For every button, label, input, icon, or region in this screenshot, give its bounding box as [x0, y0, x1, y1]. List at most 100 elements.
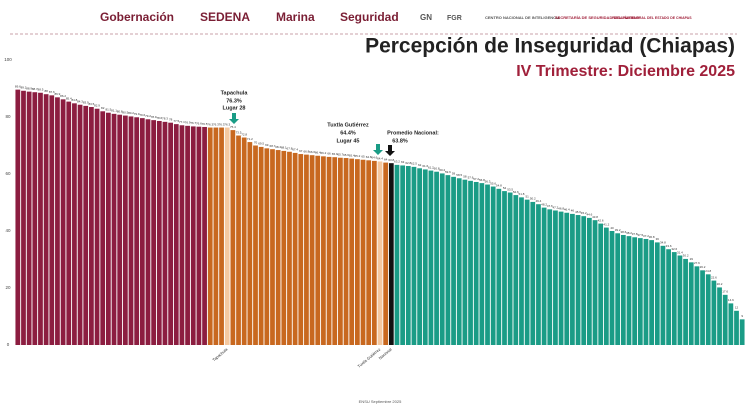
value-label: 20.2 — [717, 282, 723, 286]
bar — [739, 319, 745, 345]
bar — [156, 120, 162, 346]
value-label: 67 — [299, 149, 303, 153]
bar — [643, 238, 649, 345]
value-label: 65.6 — [343, 153, 349, 157]
value-label: 38.2 — [626, 231, 632, 235]
value-label: 78.3 — [162, 117, 168, 121]
value-label: 88.7 — [32, 87, 38, 91]
value-label: 59.6 — [445, 170, 451, 174]
logo: FISCALÍA GENERAL DEL ESTADO DE CHIAPAS — [612, 15, 692, 20]
bar — [434, 171, 439, 345]
bar — [77, 104, 83, 346]
source: ENSU Septiembre 2025 — [359, 399, 402, 404]
value-label: 54 — [503, 186, 507, 190]
bar — [603, 227, 609, 345]
value-label: 12 — [735, 306, 739, 310]
bar — [468, 180, 473, 345]
value-label: 76.3 — [213, 122, 219, 126]
value-label: 76.6 — [196, 121, 202, 125]
header: Gobernación SEDENA Marina Seguridad GN F… — [10, 10, 737, 35]
bar — [26, 91, 32, 345]
bar — [547, 209, 553, 345]
bar — [343, 158, 349, 345]
value-label: 78.9 — [151, 115, 157, 119]
bar — [524, 199, 530, 345]
bar — [162, 121, 168, 345]
value-label: 76.9 — [185, 121, 191, 125]
value-label: 31.4 — [677, 250, 683, 254]
value-label: 37.5 — [637, 233, 643, 237]
value-label: 88.5 — [38, 88, 44, 92]
annotation-text: Lugar 45 — [337, 138, 360, 144]
bar — [128, 116, 134, 346]
value-label: 33.6 — [666, 244, 672, 248]
bar — [479, 183, 485, 345]
value-label: 57.6 — [468, 176, 474, 180]
bar — [173, 124, 179, 345]
value-label: 80.2 — [128, 111, 134, 115]
bar — [649, 240, 655, 345]
bar — [366, 160, 372, 345]
chart-title: Percepción de Inseguridad (Chiapas) — [365, 35, 735, 58]
value-label: 41.2 — [603, 222, 609, 226]
value-label: 65.2 — [354, 154, 360, 158]
bar — [253, 145, 258, 345]
bar — [694, 266, 700, 345]
bar — [609, 231, 615, 345]
bar — [388, 163, 394, 345]
value-label: 71.2 — [247, 137, 253, 141]
value-label: 32.6 — [671, 247, 677, 251]
bar — [700, 270, 705, 345]
value-label: 84.8 — [71, 98, 77, 102]
value-label: 34.8 — [660, 241, 666, 245]
annotation-text: Promedio Nacional: — [387, 130, 439, 136]
bar — [247, 142, 253, 345]
bar — [513, 195, 519, 345]
bar — [451, 176, 456, 345]
bar — [43, 94, 49, 345]
bar — [275, 150, 281, 345]
value-label: 54.8 — [496, 184, 502, 188]
value-label: 69 — [265, 143, 269, 147]
annotation-text: Lugar 28 — [223, 105, 246, 111]
value-label: 40 — [610, 226, 614, 230]
value-label: 83.9 — [83, 101, 89, 105]
annotation-text: 64.4% — [340, 130, 356, 136]
bar — [688, 262, 694, 345]
value-label: 64 — [384, 157, 388, 161]
bar — [139, 118, 145, 345]
bar — [711, 280, 717, 345]
value-label: 68.4 — [275, 145, 281, 149]
bar — [287, 151, 292, 345]
bar — [428, 170, 434, 345]
bar — [677, 255, 683, 345]
bar — [270, 149, 275, 345]
bar — [60, 99, 66, 345]
bar — [219, 127, 224, 345]
arrow — [373, 144, 383, 155]
value-label: 24.8 — [705, 269, 711, 273]
value-label: 45.2 — [581, 211, 587, 215]
value-label: 57.2 — [473, 177, 479, 181]
value-label: 62.8 — [405, 161, 411, 165]
bar — [587, 217, 592, 345]
bar — [553, 210, 558, 345]
value-label: 49.4 — [536, 199, 542, 203]
bar — [111, 113, 117, 346]
value-label: 58 — [463, 174, 467, 178]
value-label: 73.5 — [236, 130, 242, 134]
bar — [626, 236, 632, 345]
logo: CENTRO NACIONAL DE INTELIGENCIA — [485, 15, 560, 20]
logo: Gobernación — [100, 10, 174, 24]
y-tick-label: 20 — [5, 285, 11, 290]
value-label: 64.8 — [366, 155, 372, 159]
value-label: 77.5 — [173, 119, 179, 123]
y-tick-label: 0 — [7, 342, 10, 347]
value-label: 47.2 — [553, 205, 559, 209]
value-label: 56.8 — [479, 178, 485, 182]
value-label: 58.5 — [456, 173, 462, 177]
bar — [360, 159, 366, 345]
bar — [207, 127, 213, 345]
value-label: 47.6 — [547, 204, 553, 208]
value-label: 43.8 — [592, 215, 598, 219]
